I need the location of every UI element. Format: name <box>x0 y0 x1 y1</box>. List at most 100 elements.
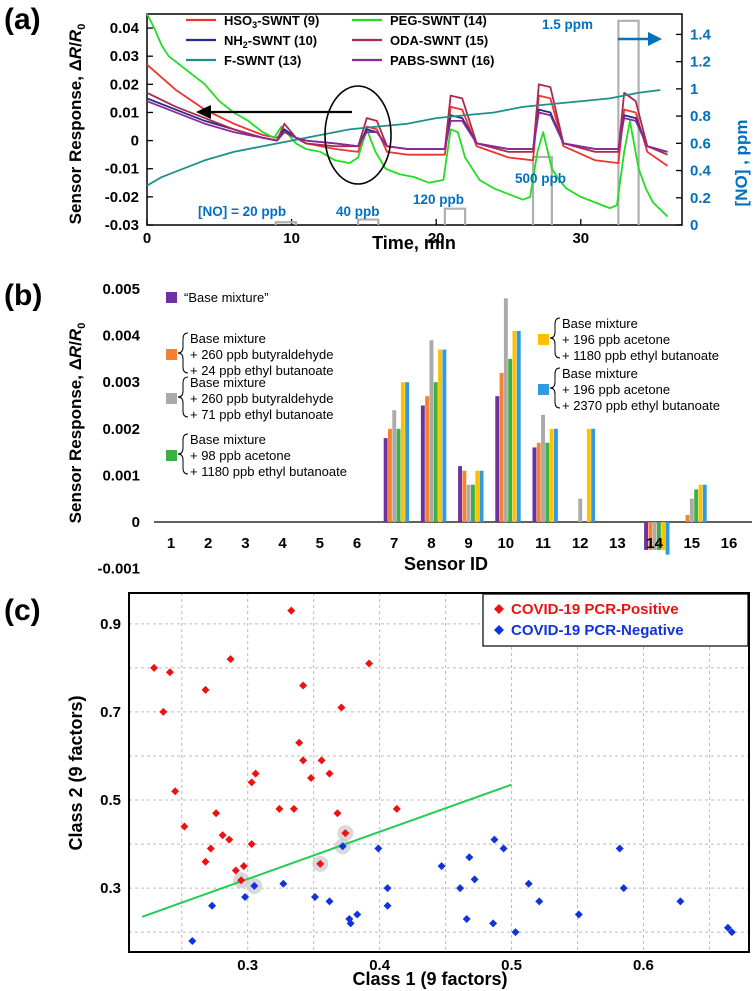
panel-c-plot-frame <box>128 592 750 953</box>
panel-b-y-title: Sensor Response, ΔR/R0 <box>66 323 88 524</box>
annotation-1-5ppm: 1.5 ppm <box>542 17 593 32</box>
panel-b-legend-label: + 98 ppb acetone <box>190 448 291 463</box>
panel-b-x-tick-label: 5 <box>316 535 324 552</box>
panel-a-y-tick-label: 0 <box>131 133 139 150</box>
panel-b-x-tick-label: 8 <box>427 535 435 552</box>
panel-c-label: (c) <box>4 594 41 627</box>
panel-a-y2-tick-label: 0 <box>690 217 698 234</box>
panel-b-bar <box>495 396 500 522</box>
panel-b-legend-brace <box>177 433 189 475</box>
panel-c-point <box>470 875 479 884</box>
panel-c-point <box>341 829 350 838</box>
panel-a-x-tick-label: 20 <box>428 230 445 247</box>
panel-b-x-tick-label: 6 <box>353 535 361 552</box>
panel-b-bar <box>400 382 405 522</box>
panel-c-point <box>307 774 316 783</box>
panel-a-x-tick-label: 10 <box>283 230 300 247</box>
panel-c-point <box>275 804 284 813</box>
panel-a-y-tick-label: 0.03 <box>110 48 139 65</box>
panel-c-point <box>287 606 296 615</box>
panel-c-points <box>150 606 736 945</box>
panel-b-bar <box>479 470 484 522</box>
panel-b-legend-brace <box>177 376 189 418</box>
panel-b-bar <box>702 484 707 522</box>
panel-c-point <box>250 881 259 890</box>
panel-a-legend-label: ODA-SWNT (15) <box>390 33 488 48</box>
panel-c-x-tick-label: 0.6 <box>633 957 654 974</box>
panel-c-x-tick-label: 0.4 <box>369 957 391 974</box>
panel-a-no-pulse <box>443 207 467 225</box>
panel-b-legend-label: + 1180 ppb ethyl butanoate <box>190 464 347 479</box>
panel-b-bar <box>405 382 410 522</box>
panel-c-point <box>574 910 583 919</box>
panel-c-point <box>311 892 319 901</box>
panel-b-x-tick-label: 15 <box>683 535 700 552</box>
panel-b-x-tick-label: 4 <box>278 535 287 552</box>
panel-b-legend-label: + 24 ppb ethyl butanoate <box>190 363 333 378</box>
panel-b-bar <box>661 522 666 550</box>
panel-c-legend-label: COVID-19 PCR-Positive <box>511 601 679 618</box>
panel-b-bar <box>471 484 475 522</box>
panel-c-highlight-circles <box>233 825 354 894</box>
panel-b-bar <box>652 522 657 550</box>
panel-b-legend-label: Base mixture <box>190 375 266 390</box>
panel-a-highlight-ellipse <box>324 85 392 185</box>
panel-c-point <box>489 919 498 928</box>
panel-b-x-tick-label: 10 <box>497 535 514 552</box>
panel-b-bar <box>648 522 653 550</box>
panel-c-point <box>165 668 174 677</box>
panel-b-bar <box>698 484 703 522</box>
panel-b-bars <box>383 298 707 555</box>
panel-b-y-tick-label: 0.004 <box>102 328 140 345</box>
panel-a-legend: HSO3-SWNT (9) PEG-SWNT (14) NH2-SWNT (10) O… <box>186 13 494 68</box>
panel-b-bar <box>388 428 392 522</box>
panel-b-legend-swatch <box>166 292 177 303</box>
panel-c-point <box>316 859 325 868</box>
panel-b-legend-label: + 71 ppb ethyl butanoate <box>190 407 333 422</box>
panel-b-bar <box>425 396 430 522</box>
panel-c-point <box>676 897 685 906</box>
panel-b-x-tick-label: 1 <box>167 535 175 552</box>
panel-b-y-tick-label: 0.003 <box>102 374 140 391</box>
panel-b-bar <box>685 515 690 522</box>
panel-c-point <box>727 928 736 937</box>
panel-b-bar <box>466 484 471 522</box>
panel-a-y-tick-label: 0.04 <box>110 20 140 37</box>
panel-b-x-tick-label: 2 <box>204 535 212 552</box>
panel-a-x-title: Time, min <box>372 233 456 253</box>
panel-b-bar <box>475 470 480 522</box>
panel-b-legend-label: Base mixture <box>190 331 266 346</box>
panel-b-legend-label: Base mixture <box>562 366 638 381</box>
panel-b-legend-label: + 1180 ppb ethyl butanoate <box>562 348 719 363</box>
panel-b-bar <box>578 498 583 522</box>
panel-b-legend-label: + 260 ppb butyraldehyde <box>190 391 333 406</box>
panel-b-x-tick-label: 7 <box>390 535 398 552</box>
panel-c-point <box>338 842 347 851</box>
panel-c-y-title: Class 2 (9 factors) <box>66 695 86 850</box>
panel-b-legend-swatch <box>166 450 177 461</box>
panel-b-y-tick-label: 0 <box>132 514 140 531</box>
panel-b-x-tick-label: 16 <box>721 535 738 552</box>
annotation-500ppb: 500 ppb <box>515 171 566 186</box>
panel-c-point <box>535 897 544 906</box>
panel-c-point <box>231 866 240 875</box>
panel-b-legend-swatch <box>166 393 177 404</box>
panel-a-y2-tick-label: 0.6 <box>690 135 711 152</box>
panel-c-point <box>524 879 533 888</box>
panel-b-bar <box>442 349 447 522</box>
panel-b-legend-brace <box>549 317 561 359</box>
panel-c-point <box>365 659 374 668</box>
panel-b-bar <box>541 414 545 522</box>
panel-b-bar <box>545 442 550 522</box>
panel-c-point <box>226 655 235 664</box>
panel-c-point <box>325 897 334 906</box>
panel-c-point <box>251 769 260 778</box>
panel-b-bar <box>516 330 521 522</box>
panel-c-point <box>212 809 221 818</box>
panel-c-point <box>462 914 471 923</box>
panel-c-x-title: Class 1 (9 factors) <box>352 969 507 989</box>
panel-b-legend: “Base mixture”Base mixture+ 260 ppb buty… <box>166 290 720 479</box>
panel-c-point <box>237 876 246 885</box>
panel-c-grid <box>129 593 749 952</box>
panel-a-y-tick-label: -0.01 <box>105 161 139 178</box>
